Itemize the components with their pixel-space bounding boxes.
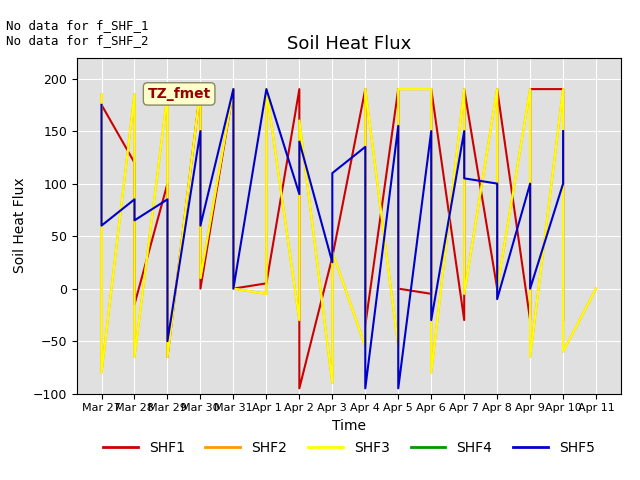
Text: TZ_fmet: TZ_fmet bbox=[147, 87, 211, 101]
Legend: SHF1, SHF2, SHF3, SHF4, SHF5: SHF1, SHF2, SHF3, SHF4, SHF5 bbox=[97, 435, 600, 461]
X-axis label: Time: Time bbox=[332, 419, 366, 433]
Title: Soil Heat Flux: Soil Heat Flux bbox=[287, 35, 411, 53]
Y-axis label: Soil Heat Flux: Soil Heat Flux bbox=[13, 178, 27, 274]
Text: No data for f_SHF_1
No data for f_SHF_2: No data for f_SHF_1 No data for f_SHF_2 bbox=[6, 19, 149, 47]
